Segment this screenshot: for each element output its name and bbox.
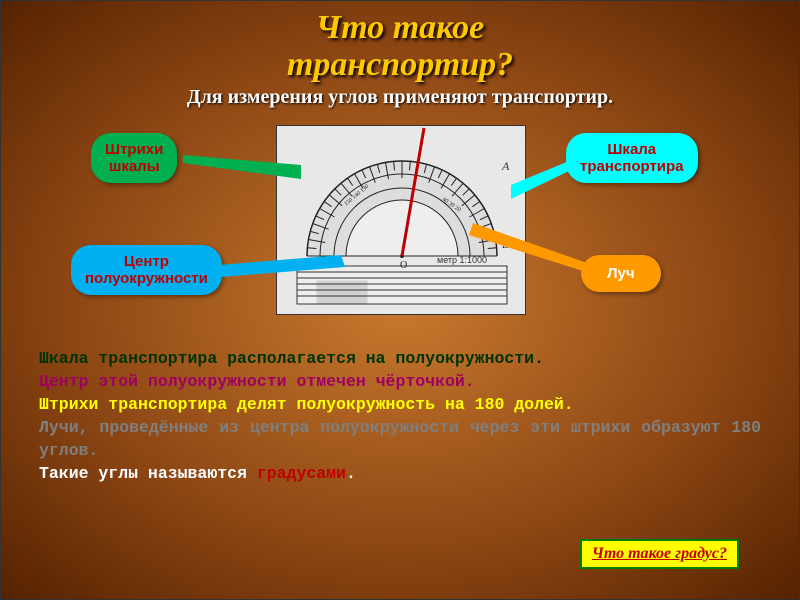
label-a-svg: A xyxy=(501,159,510,173)
callout-center: Центрполуокружности xyxy=(71,245,222,296)
title-line1: Что такое xyxy=(316,9,484,46)
slide-subtitle: Для измерения углов применяют транспорти… xyxy=(1,86,799,109)
title-line2: транспортир? xyxy=(287,46,513,83)
callout-scale: Шкалатранспортира xyxy=(566,133,698,184)
diagram-area: метр 1:1000 150 140 130 40 30 20 O A B xyxy=(1,115,800,345)
protractor-figure: метр 1:1000 150 140 130 40 30 20 O A B xyxy=(276,125,526,315)
callout-strokes-text: Штрихишкалы xyxy=(105,141,163,175)
line-5a: Такие углы называются xyxy=(39,464,257,483)
line-5b: градусами xyxy=(257,464,346,483)
next-question-button[interactable]: Что такое градус? xyxy=(580,539,739,569)
line-3: Штрихи транспортира делят полуокружность… xyxy=(39,393,761,416)
next-question-label: Что такое градус? xyxy=(592,545,727,562)
line-1: Шкала транспортира располагается на полу… xyxy=(39,347,761,370)
callout-scale-text: Шкалатранспортира xyxy=(580,141,684,175)
line-5: Такие углы называются градусами. xyxy=(39,462,761,485)
slide-title: Что такое транспортир? xyxy=(1,1,799,84)
callout-ray: Луч xyxy=(581,255,661,292)
callout-ray-text: Луч xyxy=(607,265,635,282)
callout-center-text: Центрполуокружности xyxy=(85,253,208,287)
line-2: Центр этой полуокружности отмечен чёрточ… xyxy=(39,370,761,393)
callout-strokes: Штрихишкалы xyxy=(91,133,177,184)
label-b-svg: B xyxy=(502,237,510,251)
line-5c: . xyxy=(346,464,356,483)
description-block: Шкала транспортира располагается на полу… xyxy=(1,347,799,486)
line-4: Лучи, проведённые из центра полуокружнос… xyxy=(39,416,761,462)
label-o-svg: O xyxy=(400,260,407,271)
